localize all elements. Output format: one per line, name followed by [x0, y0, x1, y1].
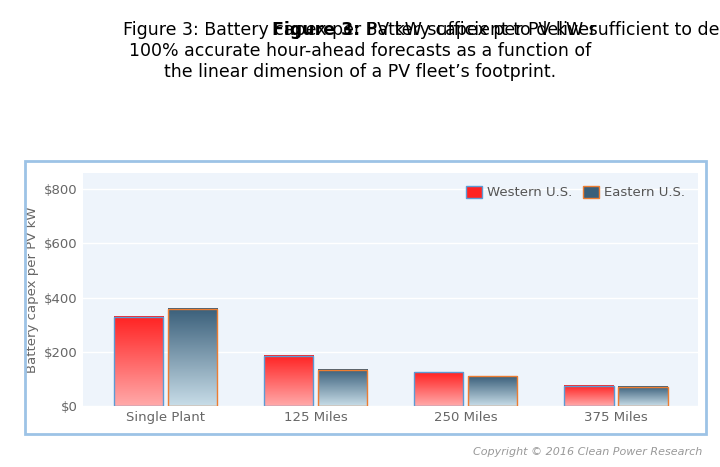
- Text: Battery capex per PV kW sufficient to deliver: Battery capex per PV kW sufficient to de…: [360, 21, 720, 39]
- Text: Figure 3:: Figure 3:: [271, 21, 360, 39]
- Text: the linear dimension of a PV fleet’s footprint.: the linear dimension of a PV fleet’s foo…: [164, 63, 556, 81]
- Bar: [618, 387, 667, 406]
- Bar: [114, 317, 163, 406]
- Text: 100% accurate hour-ahead forecasts as a function of: 100% accurate hour-ahead forecasts as a …: [129, 42, 591, 60]
- Bar: [564, 386, 613, 406]
- Bar: [414, 372, 464, 406]
- Legend: Western U.S., Eastern U.S.: Western U.S., Eastern U.S.: [459, 179, 692, 206]
- Text: Figure 3: Battery capex per PV kW sufficient to deliver: Figure 3: Battery capex per PV kW suffic…: [123, 21, 597, 39]
- Bar: [168, 309, 217, 406]
- Bar: [468, 376, 518, 406]
- Text: Copyright © 2016 Clean Power Research: Copyright © 2016 Clean Power Research: [473, 447, 702, 457]
- Bar: [264, 356, 313, 406]
- Y-axis label: Battery capex per PV kW: Battery capex per PV kW: [26, 206, 39, 373]
- Bar: [318, 370, 367, 406]
